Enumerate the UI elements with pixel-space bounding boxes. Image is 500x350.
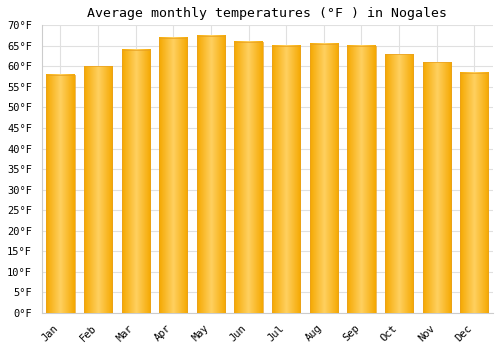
Bar bbox=[234, 42, 262, 313]
Bar bbox=[385, 54, 413, 313]
Bar bbox=[122, 50, 150, 313]
Bar bbox=[84, 66, 112, 313]
Bar bbox=[460, 72, 488, 313]
Bar bbox=[46, 75, 74, 313]
Bar bbox=[422, 62, 450, 313]
Bar bbox=[159, 37, 188, 313]
Title: Average monthly temperatures (°F ) in Nogales: Average monthly temperatures (°F ) in No… bbox=[88, 7, 448, 20]
Bar bbox=[272, 46, 300, 313]
Bar bbox=[197, 36, 225, 313]
Bar bbox=[310, 44, 338, 313]
Bar bbox=[348, 46, 376, 313]
